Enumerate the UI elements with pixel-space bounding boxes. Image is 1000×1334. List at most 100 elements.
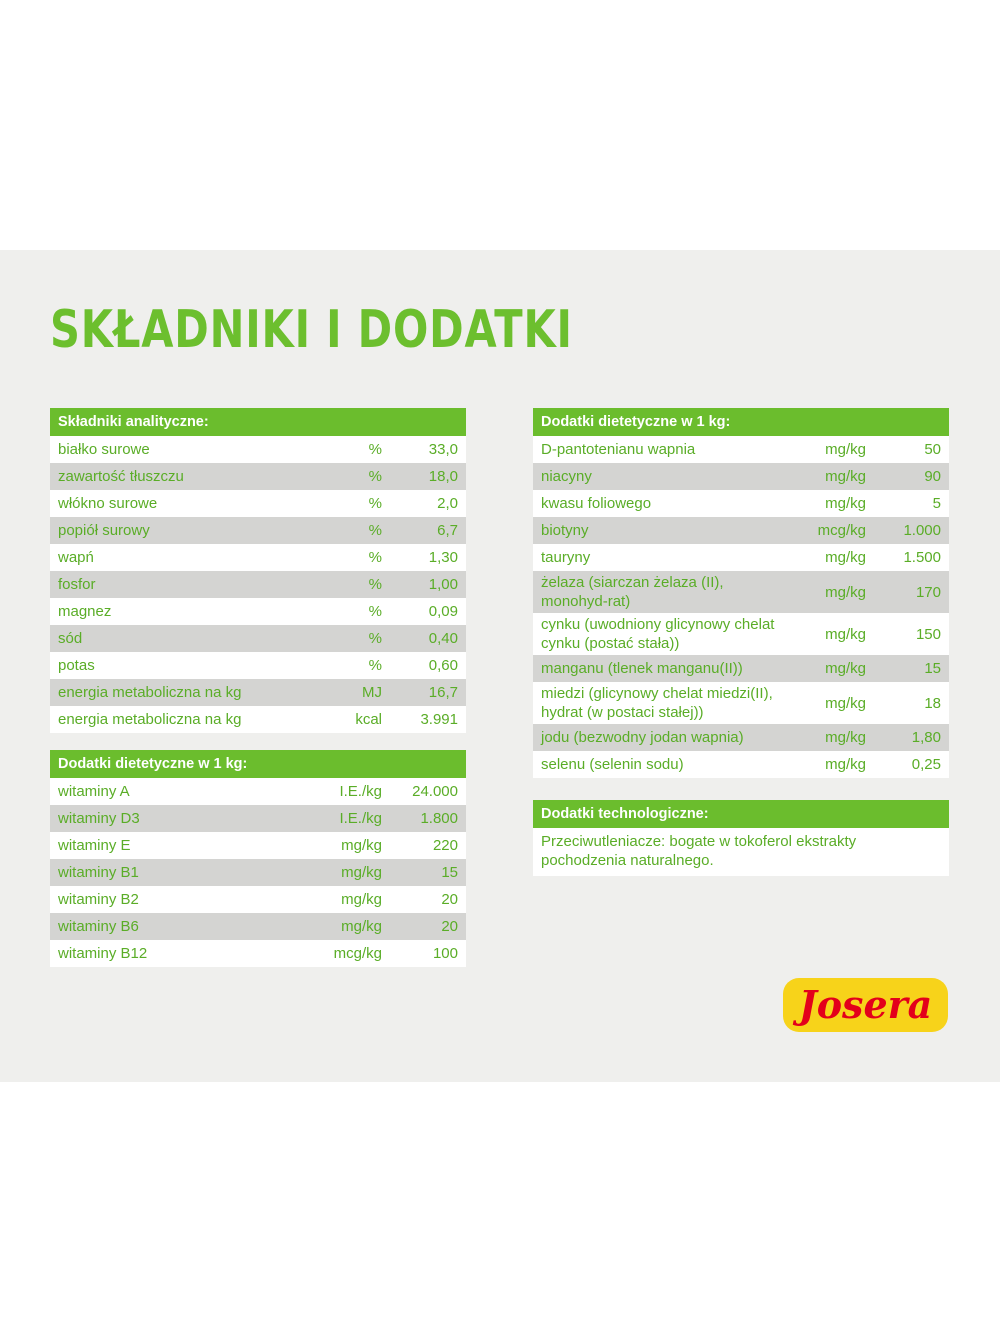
table-cell: %: [368, 630, 382, 647]
table-row: włókno surowe% 2,0: [50, 490, 466, 517]
table-cell: 1.800: [420, 810, 458, 827]
table-row: zawartość tłuszczu% 18,0: [50, 463, 466, 490]
table-cell: 18,0: [428, 468, 458, 485]
table-cell: %: [368, 576, 382, 593]
table-cell: 0,25: [911, 756, 941, 773]
table-cell: mg/kg: [825, 468, 866, 485]
table-row: biotyny mcg/kg 1.000: [533, 517, 949, 544]
table-cell: kcal: [355, 711, 382, 728]
table-cell: mg/kg: [825, 625, 866, 643]
table-cell: mg/kg: [341, 837, 382, 854]
table-row: manganu (tlenek manganu(II)) mg/kg 15: [533, 655, 949, 682]
table: Dodatki technologiczne: Przeciwutleniacze…: [533, 800, 949, 876]
table-cell: 20: [441, 891, 458, 908]
table-cell: magnez: [58, 603, 112, 620]
table-cell: 220: [432, 837, 458, 854]
table-cell: miedzi (glicynowy chelat miedzi(II), hyd…: [541, 685, 773, 721]
table-cell: mg/kg: [825, 441, 866, 458]
logo: Josera: [783, 978, 948, 1032]
table-header: Składniki analityczne:: [50, 408, 466, 436]
table: Dodatki dietetyczne w 1 kg: witaminy A I.E…: [50, 750, 466, 967]
table-header: Dodatki dietetyczne w 1 kg:: [50, 750, 466, 778]
table-cell: 24.000: [412, 783, 458, 800]
table-cell: 33,0: [428, 441, 458, 458]
table-cell: mg/kg: [825, 756, 866, 773]
table-cell: mg/kg: [341, 891, 382, 908]
table-row: magnez% 0,09: [50, 598, 466, 625]
table-cell: sód: [58, 630, 83, 647]
table-row: popiół surowy% 6,7: [50, 517, 466, 544]
table-cell: witaminy B2: [58, 891, 139, 908]
table-row: witaminy B12 mcg/kg 100: [50, 940, 466, 967]
table-cell: manganu (tlenek manganu(II)): [541, 660, 743, 677]
table-row: selenu (selenin sodu) mg/kg 0,25: [533, 751, 949, 778]
table-cell: mg/kg: [825, 729, 866, 746]
table: Składniki analityczne: białko surowe% 33,0…: [50, 408, 466, 733]
table-cell: żelaza (siarczan żelaza (II), monohyd-ra…: [541, 574, 724, 610]
table-cell: %: [368, 522, 382, 539]
table-row: witaminy D3 I.E./kg 1.800: [50, 805, 466, 832]
table-row: białko surowe% 33,0: [50, 436, 466, 463]
table-cell: 20: [441, 918, 458, 935]
table-header: Dodatki technologiczne:: [533, 800, 949, 828]
table-cell: Przeciwutleniacze: bogate w tokoferol ek…: [541, 833, 857, 869]
table-cell: 100: [432, 945, 458, 962]
table-cell: 0,09: [428, 603, 458, 620]
table-cell: niacyny: [541, 468, 592, 485]
table-row: wapń% 1,30: [50, 544, 466, 571]
table-cell: wapń: [58, 549, 94, 566]
table-cell: witaminy E: [58, 837, 131, 854]
table-cell: 170: [915, 583, 941, 601]
table-cell: mg/kg: [825, 583, 866, 601]
table-row: witaminy B2 mg/kg 20: [50, 886, 466, 913]
table-cell: włókno surowe: [58, 495, 158, 512]
table-cell: 1,30: [428, 549, 458, 566]
table-cell: 0,40: [428, 630, 458, 647]
table-row: energia metaboliczna na kg MJ 16,7: [50, 679, 466, 706]
table-cell: energia metaboliczna na kg: [58, 684, 242, 701]
table-cell: białko surowe: [58, 441, 150, 458]
table-cell: biotyny: [541, 522, 589, 539]
table-row: fosfor% 1,00: [50, 571, 466, 598]
table-cell: %: [368, 549, 382, 566]
table-cell: cynku (uwodniony glicynowy chelat cynku …: [541, 616, 775, 652]
table-cell: 3.991: [420, 711, 458, 728]
table-cell: witaminy B12: [58, 945, 148, 962]
table-cell: I.E./kg: [339, 783, 382, 800]
table-cell: selenu (selenin sodu): [541, 756, 684, 773]
table-row: tauryny mg/kg 1.500: [533, 544, 949, 571]
table-cell: potas: [58, 657, 95, 674]
table-cell: 6,7: [437, 522, 458, 539]
table-cell: tauryny: [541, 549, 591, 566]
table-cell: 1,80: [911, 729, 941, 746]
table-row: cynku (uwodniony glicynowy chelat cynku …: [533, 613, 949, 655]
table-cell: witaminy B1: [58, 864, 139, 881]
table-cell: mg/kg: [825, 495, 866, 512]
table-cell: energia metaboliczna na kg: [58, 711, 242, 728]
table-cell: 90: [924, 468, 941, 485]
table-row: witaminy B1 mg/kg 15: [50, 859, 466, 886]
table-cell: mg/kg: [825, 549, 866, 566]
table-cell: %: [368, 468, 382, 485]
table-cell: fosfor: [58, 576, 96, 593]
table-cell: mg/kg: [825, 694, 866, 712]
table-cell: witaminy B6: [58, 918, 139, 935]
table-cell: popiół surowy: [58, 522, 150, 539]
table-cell: 15: [924, 660, 941, 677]
table-cell: I.E./kg: [339, 810, 382, 827]
table-row: żelaza (siarczan żelaza (II), monohyd-ra…: [533, 571, 949, 613]
table-row: miedzi (glicynowy chelat miedzi(II), hyd…: [533, 682, 949, 724]
table-row: sód% 0,40: [50, 625, 466, 652]
table-cell: 150: [915, 625, 941, 643]
table-cell: D-pantotenianu wapnia: [541, 441, 696, 458]
table-row: witaminy A I.E./kg 24.000: [50, 778, 466, 805]
table-row: energia metaboliczna na kg kcal 3.991: [50, 706, 466, 733]
table-cell: 50: [924, 441, 941, 458]
table: Dodatki dietetyczne w 1 kg: D-pantotenian…: [533, 408, 949, 778]
table-cell: zawartość tłuszczu: [58, 468, 184, 485]
table-cell: mcg/kg: [817, 522, 866, 539]
table-row: witaminy E mg/kg 220: [50, 832, 466, 859]
table-cell: mg/kg: [341, 918, 382, 935]
table-cell: %: [368, 495, 382, 512]
table-cell: witaminy A: [58, 783, 130, 800]
